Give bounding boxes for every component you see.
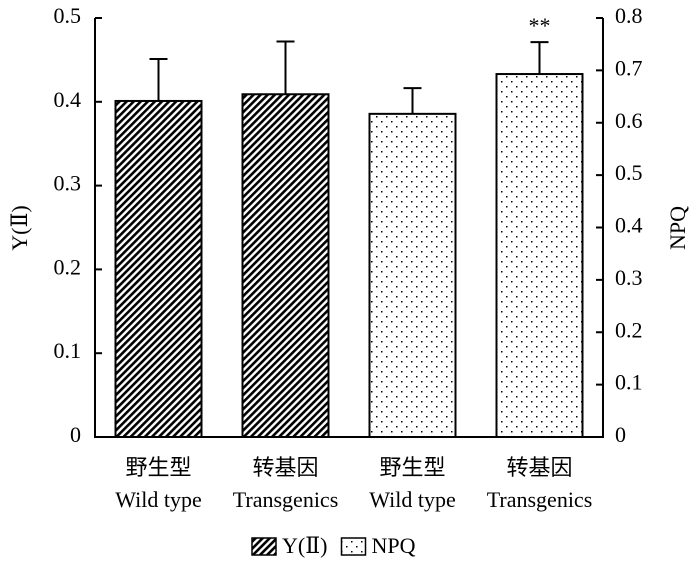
x-tick-label: Wild type bbox=[115, 487, 202, 512]
bar bbox=[368, 112, 457, 438]
x-tick-label: 转基因 bbox=[252, 455, 318, 480]
y-tick-label: 0.4 bbox=[54, 87, 82, 112]
y2-tick-label: 0.5 bbox=[615, 160, 643, 185]
x-tick-label: 野生型 bbox=[379, 455, 445, 480]
y2-tick-label: 0.1 bbox=[615, 370, 643, 395]
y2-tick-label: 0.2 bbox=[615, 317, 643, 342]
y-axis-label: Y(Ⅱ) bbox=[7, 205, 32, 251]
x-tick-label: Wild type bbox=[369, 487, 456, 512]
x-tick-label: 野生型 bbox=[125, 455, 191, 480]
y2-tick-label: 0 bbox=[615, 422, 626, 447]
legend-swatch bbox=[340, 537, 367, 556]
y-tick-label: 0 bbox=[70, 422, 81, 447]
y2-tick-label: 0.7 bbox=[615, 55, 643, 80]
bar bbox=[241, 93, 330, 439]
x-tick-label: 转基因 bbox=[506, 455, 572, 480]
x-tick-label: Transgenics bbox=[487, 487, 593, 512]
y-tick-label: 0.5 bbox=[54, 3, 82, 28]
y-tick-label: 0.3 bbox=[54, 171, 82, 196]
y2-tick-label: 0.6 bbox=[615, 108, 643, 133]
y2-tick-label: 0.3 bbox=[615, 265, 643, 290]
legend-label: NPQ bbox=[372, 533, 416, 558]
y2-axis-label: NPQ bbox=[665, 206, 690, 250]
legend-label: Y(Ⅱ) bbox=[282, 533, 328, 558]
y2-tick-label: 0.8 bbox=[615, 3, 643, 28]
y-tick-label: 0.1 bbox=[54, 338, 82, 363]
y2-tick-label: 0.4 bbox=[615, 213, 643, 238]
y-tick-label: 0.2 bbox=[54, 254, 82, 279]
bar bbox=[114, 99, 203, 438]
x-tick-label: Transgenics bbox=[233, 487, 339, 512]
annotation: ** bbox=[529, 13, 551, 38]
bar bbox=[495, 73, 584, 438]
legend-swatch bbox=[251, 537, 277, 556]
